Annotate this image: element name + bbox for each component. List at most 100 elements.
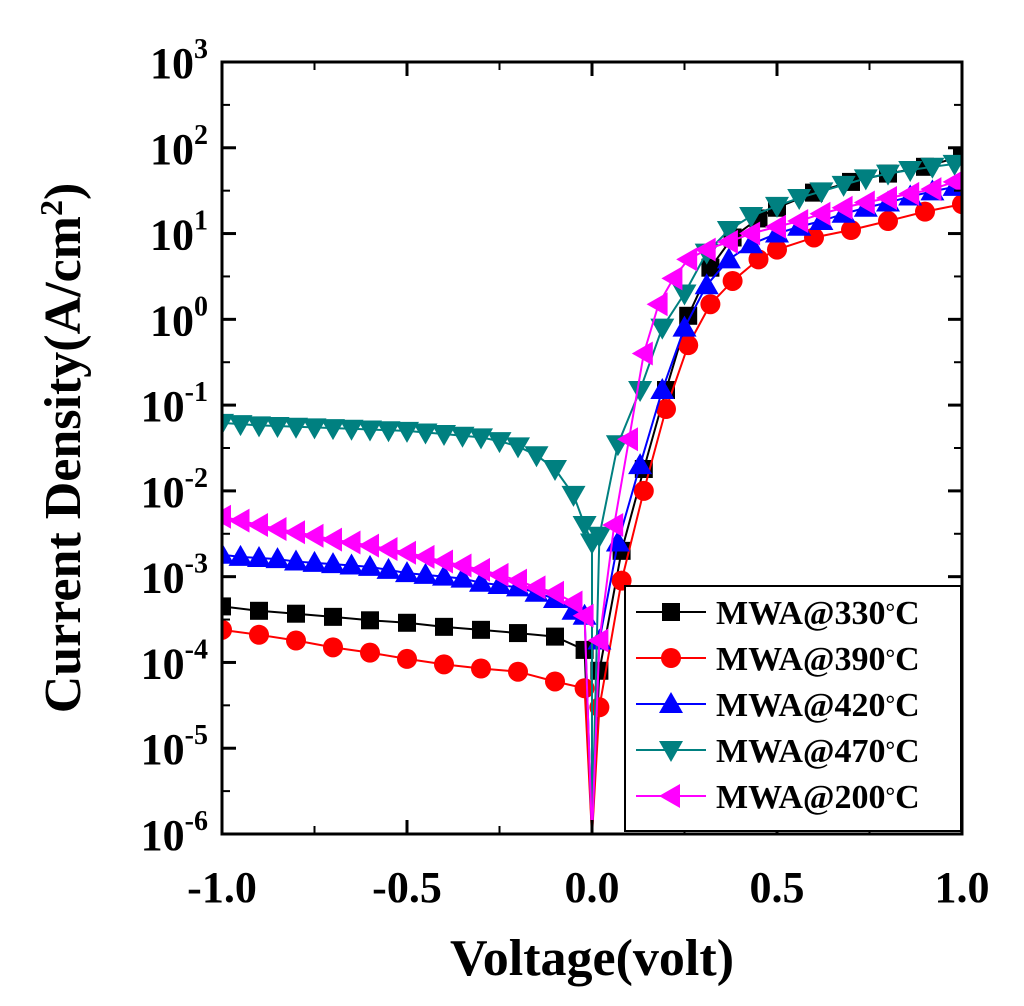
data-point [722, 270, 743, 291]
legend-label-degree: ° [886, 738, 896, 764]
data-point [650, 378, 675, 400]
legend-label-unit: C [895, 779, 920, 816]
y-axis-title-main: Current Density(A/cm [35, 216, 92, 713]
data-point [809, 182, 834, 204]
data-point [767, 239, 787, 260]
y-tick-exponent: -3 [185, 549, 208, 580]
data-point [561, 485, 586, 507]
y-tick-exponent: -4 [185, 634, 208, 665]
data-point [228, 544, 253, 566]
data-point [876, 185, 897, 210]
x-tick-label: -1.0 [187, 863, 257, 912]
data-point [831, 175, 856, 197]
legend-label-unit: C [895, 733, 920, 770]
data-point [509, 624, 527, 643]
data-point [841, 220, 861, 241]
legend-label: MWA@420°C [716, 687, 920, 724]
data-point [739, 232, 764, 254]
legend-label-unit: C [895, 687, 920, 724]
legend-label-main: MWA@390 [716, 641, 886, 678]
x-tick-label: 0.5 [750, 863, 805, 912]
data-point [323, 637, 343, 658]
data-point [247, 513, 268, 538]
data-point [898, 181, 920, 206]
data-point [876, 164, 900, 186]
data-point [942, 170, 962, 193]
data-point [572, 516, 597, 538]
legend-entry-2: MWA@390°C [636, 641, 920, 678]
data-point [302, 550, 327, 572]
y-tick-exponent: -6 [185, 806, 208, 837]
data-point [587, 628, 609, 653]
y-tick-label: 10-5 [141, 720, 208, 774]
data-point [853, 190, 875, 215]
legend-label-degree: ° [886, 692, 896, 718]
y-tick-base: 10 [141, 725, 185, 774]
data-point [546, 627, 564, 646]
data-point [395, 540, 416, 565]
data-point [321, 552, 345, 574]
data-point [524, 575, 546, 600]
data-point [222, 597, 231, 616]
data-point [395, 421, 419, 443]
data-point [942, 154, 962, 176]
data-point [739, 221, 761, 246]
data-point [450, 566, 475, 588]
y-tick-exponent: 1 [194, 206, 208, 237]
data-point [432, 549, 453, 574]
legend-label-unit: C [895, 641, 920, 678]
data-point [809, 201, 831, 226]
data-point [413, 544, 435, 569]
data-point [920, 177, 942, 202]
data-point [247, 546, 271, 568]
y-tick-exponent: 2 [194, 120, 208, 151]
legend-marker [661, 648, 681, 668]
data-point [265, 417, 290, 439]
data-point [413, 562, 438, 584]
legend-box [624, 585, 962, 832]
data-point [590, 661, 609, 680]
legend-marker [659, 692, 683, 713]
data-point [716, 247, 741, 269]
data-point [228, 508, 250, 533]
y-tick-base: 10 [141, 554, 185, 603]
data-point [247, 416, 271, 438]
data-point [321, 419, 345, 441]
data-point [302, 523, 324, 548]
data-point [716, 221, 741, 243]
data-point [631, 341, 653, 366]
series-layer [222, 147, 962, 834]
data-point [361, 611, 379, 630]
data-point [339, 553, 364, 575]
data-point [487, 432, 512, 454]
series-4 [222, 154, 962, 834]
data-point [302, 418, 327, 440]
data-point [471, 658, 491, 679]
data-point [395, 561, 419, 583]
data-point [284, 549, 308, 571]
y-axis-title: Current Density(A/cm2) [33, 183, 92, 714]
data-point [602, 513, 624, 538]
data-point [678, 335, 699, 356]
data-point [222, 542, 234, 564]
y-tick-base: 10 [141, 382, 185, 431]
data-point [228, 415, 253, 437]
data-point [676, 247, 698, 272]
data-point [339, 530, 361, 555]
data-point [286, 630, 306, 651]
legend-label-main: MWA@470 [716, 733, 886, 770]
data-point [650, 318, 675, 340]
data-point [265, 516, 287, 541]
data-point [748, 249, 769, 270]
data-point [398, 613, 416, 632]
data-point [787, 209, 809, 234]
data-point [487, 572, 512, 594]
x-tick-label: 1.0 [935, 863, 990, 912]
legend-marker [662, 603, 680, 621]
y-tick-base: 10 [150, 296, 194, 345]
data-point [617, 427, 638, 452]
legend-marker [659, 784, 680, 808]
legend-entry-1: MWA@330°C [636, 595, 920, 632]
data-point [450, 553, 472, 578]
data-point [450, 426, 475, 448]
